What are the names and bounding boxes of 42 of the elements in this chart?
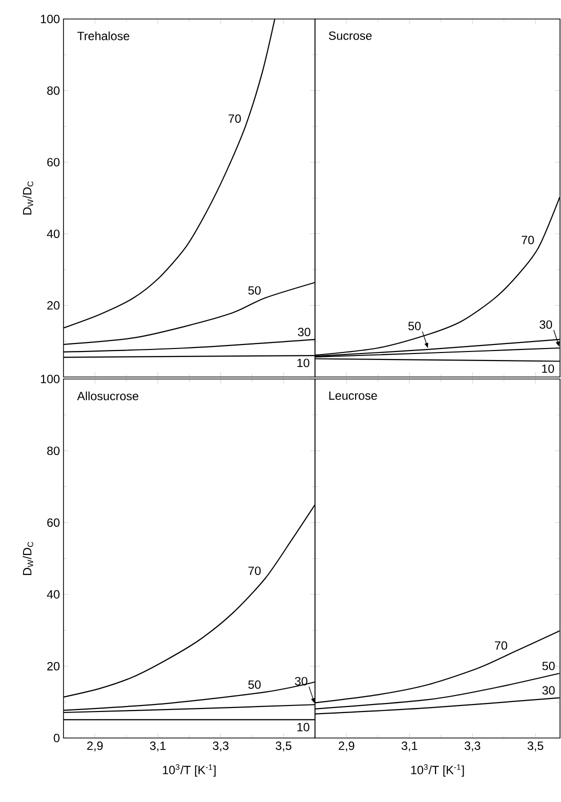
annotation: 30 xyxy=(540,320,552,329)
annotation: 70 xyxy=(494,641,508,650)
text: Leucrose xyxy=(329,391,377,400)
annotation: 10 xyxy=(297,722,310,732)
y-tick-label: 0 xyxy=(54,734,60,742)
x-tick-label: 3,5 xyxy=(276,742,292,752)
x-tick-label: 2,9 xyxy=(87,742,103,752)
x-axis-title: 10$^{3}$/T [K$^{-1}$] xyxy=(411,764,464,777)
text: Sucrose xyxy=(328,31,372,40)
y-tick-label: 60 xyxy=(47,518,60,527)
annotation: 50 xyxy=(248,286,261,295)
y-tick-label: 80 xyxy=(47,446,60,456)
x-tick-label: 3,3 xyxy=(464,742,480,752)
y-tick-label: 60 xyxy=(47,158,60,166)
y-tick-label: 100 xyxy=(40,14,60,24)
y-tick-label: 20 xyxy=(47,662,60,670)
annotation: 30 xyxy=(298,328,310,336)
y-tick-label: 40 xyxy=(46,590,60,599)
annotation: 50 xyxy=(248,680,261,689)
y-axis-title: D$_{W}$/D$_{C}$ xyxy=(22,542,34,575)
y-tick-label: 40 xyxy=(46,230,60,238)
annotation: 30 xyxy=(294,676,308,686)
x-axis-title: 10$^{3}$/T [K$^{-1}$] xyxy=(162,764,216,777)
x-tick-label: 3,5 xyxy=(528,742,544,752)
annotation: 70 xyxy=(228,114,241,123)
annotation: 50 xyxy=(408,322,421,330)
annotation: 10 xyxy=(542,364,554,373)
y-tick-label: 80 xyxy=(47,86,60,95)
annotation: 70 xyxy=(248,566,261,576)
x-tick-label: 3,1 xyxy=(150,742,166,752)
x-tick-label: 3,3 xyxy=(212,742,228,752)
y-tick-label: 20 xyxy=(47,301,60,310)
text: Trehalose xyxy=(77,31,130,40)
x-tick-label: 2,9 xyxy=(338,742,354,752)
x-tick-label: 3,1 xyxy=(402,742,418,752)
annotation: 70 xyxy=(522,236,534,244)
annotation: 10 xyxy=(297,358,310,368)
annotation: 30 xyxy=(542,686,555,695)
annotation: 50 xyxy=(542,662,555,670)
y-axis-title: D$_{W}$/D$_{C}$ xyxy=(22,181,34,214)
text: Allosucrose xyxy=(77,391,138,400)
y-tick-label: 100 xyxy=(40,374,60,384)
